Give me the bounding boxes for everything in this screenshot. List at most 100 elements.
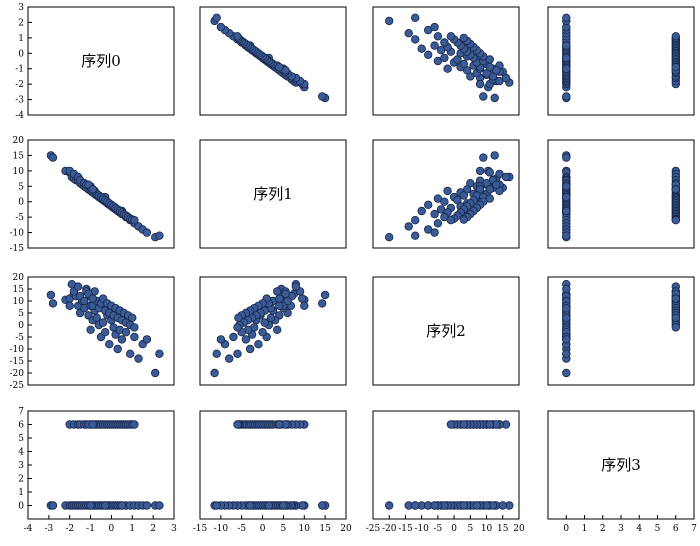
data-point xyxy=(562,64,571,73)
panel-0-2 xyxy=(372,6,520,116)
data-point xyxy=(245,501,255,510)
data-point xyxy=(281,289,290,298)
data-point xyxy=(155,501,164,510)
data-point xyxy=(424,50,433,59)
data-point xyxy=(562,182,571,191)
data-point xyxy=(216,335,226,344)
x-tick-label: 1 xyxy=(129,524,135,534)
y-tick-label: 5 xyxy=(18,309,24,319)
data-point xyxy=(411,13,420,22)
panel-1-2 xyxy=(372,139,520,249)
x-tick-label: 0 xyxy=(563,524,569,534)
y-tick-label: 4 xyxy=(18,448,24,458)
panel-0-1 xyxy=(199,6,347,116)
x-tick-label: 5 xyxy=(655,524,661,534)
data-point xyxy=(562,313,571,322)
data-point xyxy=(273,287,282,296)
panel-frame xyxy=(372,410,520,520)
x-tick-label: 5 xyxy=(281,524,287,534)
x-tick-label: -2 xyxy=(65,524,74,534)
y-tick-label: -20 xyxy=(10,369,25,379)
data-point xyxy=(241,335,251,344)
data-point xyxy=(562,192,571,202)
data-point xyxy=(86,501,95,510)
y-tick-label: 2 xyxy=(18,475,24,485)
y-tick-label: 5 xyxy=(18,434,24,444)
data-point xyxy=(233,32,242,41)
data-point xyxy=(229,332,238,342)
data-point xyxy=(142,335,152,344)
y-tick-label: 3 xyxy=(18,461,24,471)
data-point xyxy=(433,32,443,41)
x-tick-label: -5 xyxy=(433,524,442,534)
data-point xyxy=(283,296,292,306)
y-tick-label: 0 xyxy=(18,198,24,208)
data-point xyxy=(411,501,420,510)
x-tick-label: -15 xyxy=(193,524,208,534)
data-point xyxy=(130,215,139,225)
y-tick-label: 10 xyxy=(13,167,25,177)
x-tick-label: -10 xyxy=(214,524,229,534)
data-point xyxy=(291,282,301,291)
data-point xyxy=(318,299,327,308)
data-point xyxy=(459,33,468,43)
y-tick-label: 6 xyxy=(18,421,24,431)
x-tick-label: -5 xyxy=(237,524,246,534)
data-point xyxy=(562,304,571,313)
y-tick-label: -10 xyxy=(10,229,25,239)
x-tick-label: 0 xyxy=(260,524,266,534)
data-point xyxy=(433,219,443,228)
data-point xyxy=(385,232,394,242)
data-point xyxy=(485,168,494,177)
variable-label: 序列0 xyxy=(81,52,121,70)
y-tick-label: 15 xyxy=(13,151,25,161)
data-point xyxy=(142,228,152,237)
y-tick-label: 1 xyxy=(18,34,24,44)
data-point xyxy=(73,282,83,291)
data-point xyxy=(498,501,507,510)
data-point xyxy=(671,323,680,332)
data-point xyxy=(490,151,499,160)
variable-label: 序列2 xyxy=(426,322,466,340)
y-tick-label: 3 xyxy=(18,3,24,13)
x-tick-label: -1 xyxy=(86,524,95,534)
panel-2-2: 序列2 xyxy=(372,276,520,386)
data-point xyxy=(273,325,282,334)
data-point xyxy=(417,206,426,216)
x-tick-label: 20 xyxy=(513,524,525,534)
data-point xyxy=(440,53,449,63)
y-tick-label: -4 xyxy=(15,111,24,121)
data-point xyxy=(318,501,327,510)
x-tick-label: 6 xyxy=(673,524,679,534)
x-tick-label: 3 xyxy=(618,524,624,534)
panel-3-1: -15 -10 -5 0 5 10 15 20 xyxy=(193,410,352,534)
data-point xyxy=(212,501,221,510)
data-point xyxy=(121,328,131,337)
data-point xyxy=(300,301,309,310)
data-point xyxy=(130,420,139,429)
data-point xyxy=(385,16,394,26)
panel-frame xyxy=(199,410,347,520)
y-tick-label: 2 xyxy=(18,18,24,28)
data-point xyxy=(320,290,330,300)
data-point xyxy=(117,501,127,510)
data-point xyxy=(279,501,288,510)
data-point xyxy=(671,62,680,72)
data-point xyxy=(562,206,571,216)
data-point xyxy=(562,153,571,162)
x-tick-label: 0 xyxy=(109,524,115,534)
x-tick-label: -10 xyxy=(414,524,429,534)
data-point xyxy=(430,501,439,510)
data-point xyxy=(492,180,501,189)
y-tick-label: 1 xyxy=(18,488,24,498)
x-tick-label: 1 xyxy=(582,524,588,534)
variable-label: 序列1 xyxy=(253,185,293,203)
panel-0-3 xyxy=(547,6,695,116)
panel-1-3 xyxy=(547,139,695,249)
data-point xyxy=(88,420,97,429)
data-point xyxy=(98,318,108,327)
x-tick-label: 10 xyxy=(481,524,493,534)
panel-frame xyxy=(547,6,695,116)
y-tick-label: 0 xyxy=(18,49,24,59)
y-tick-label: -25 xyxy=(10,381,25,391)
